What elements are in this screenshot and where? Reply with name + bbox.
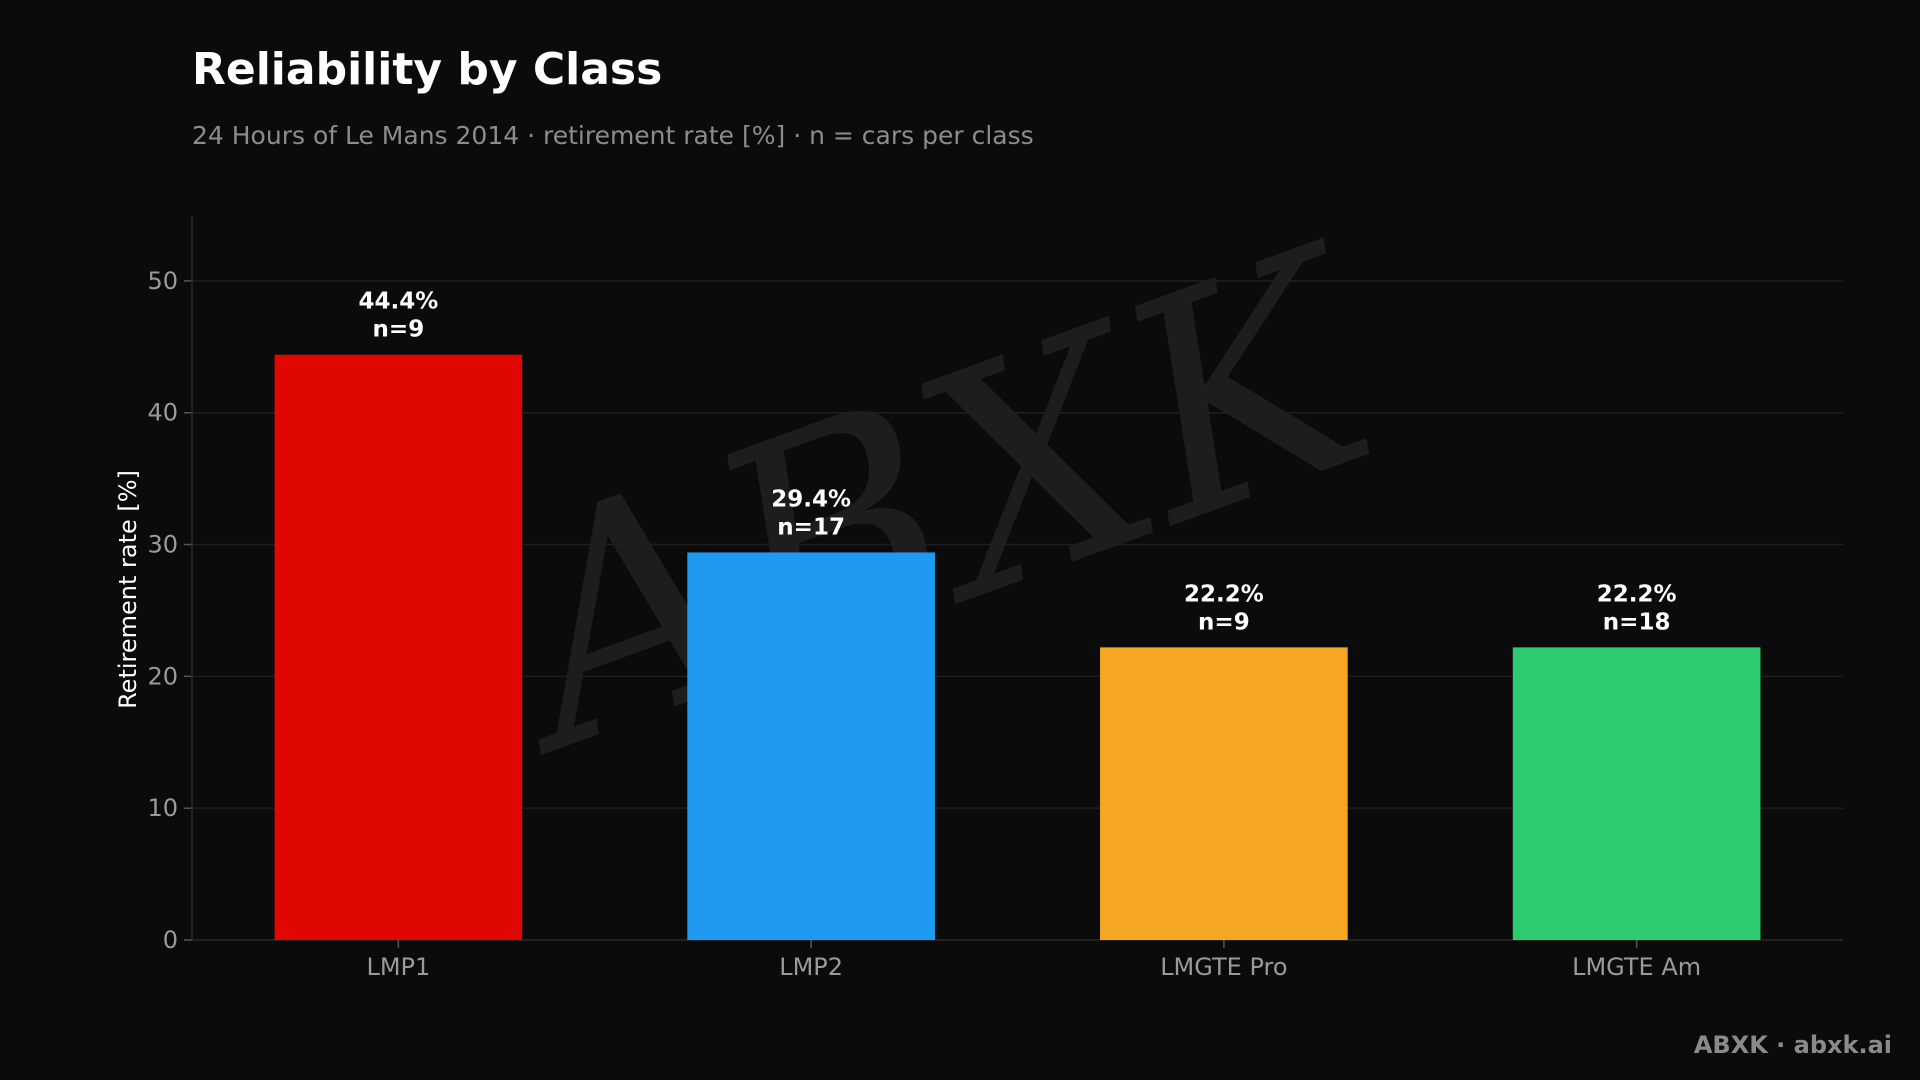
x-tick-label: LMP1 (366, 953, 430, 981)
y-tick-label: 0 (163, 926, 178, 954)
bar-count-label: n=9 (373, 317, 425, 343)
y-tick-label: 40 (147, 399, 178, 427)
bar-value-label: 44.4% (358, 289, 438, 315)
x-tick-label: LMP2 (779, 953, 843, 981)
y-tick-label: 50 (147, 267, 178, 295)
bars (274, 354, 1761, 940)
bar-value-label: 22.2% (1597, 581, 1677, 607)
x-tick-label: LMGTE Am (1572, 953, 1701, 981)
y-tick-label: 10 (147, 794, 178, 822)
chart-subtitle: 24 Hours of Le Mans 2014 · retirement ra… (192, 121, 1034, 150)
y-tick-label: 30 (147, 531, 178, 559)
bar (1512, 647, 1761, 940)
chart-title: Reliability by Class (192, 44, 663, 95)
bar-count-label: n=9 (1198, 609, 1250, 635)
brand-footer: ABXK · abxk.ai (1693, 1031, 1892, 1059)
bar (274, 354, 523, 940)
bar (687, 552, 935, 940)
bar-value-label: 22.2% (1184, 581, 1264, 607)
bar-count-label: n=18 (1603, 609, 1671, 635)
y-tick-label: 20 (147, 662, 178, 690)
bar-count-label: n=17 (777, 514, 845, 540)
bar (1100, 647, 1348, 940)
bar-value-label: 29.4% (771, 486, 851, 512)
x-tick-label: LMGTE Pro (1160, 953, 1287, 981)
y-axis-label: Retirement rate [%] (114, 470, 142, 709)
